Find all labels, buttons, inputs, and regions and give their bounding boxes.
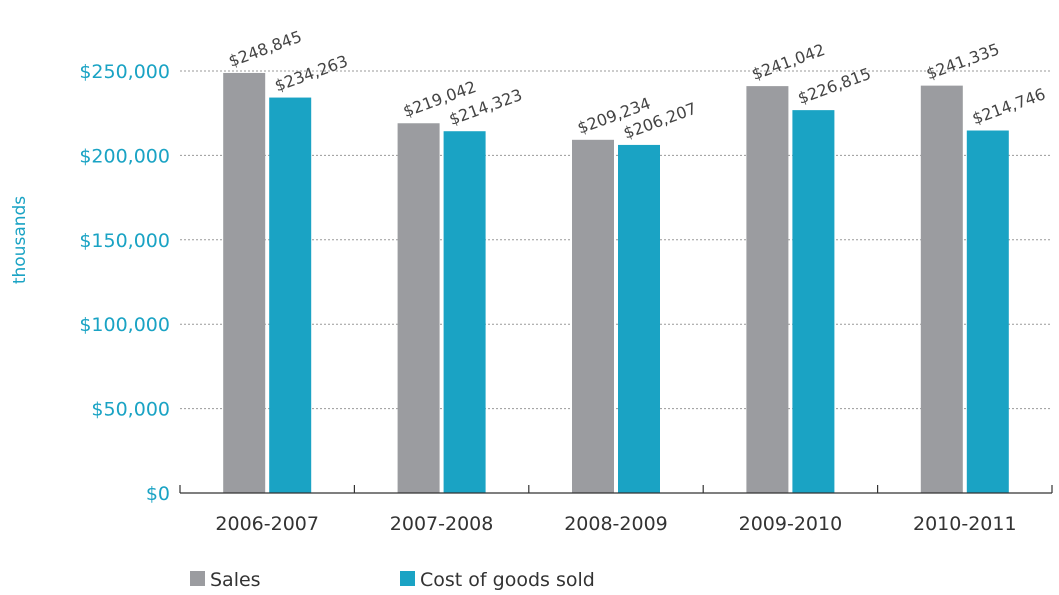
bar-cost-of-goods-sold xyxy=(443,131,486,493)
data-label: $226,815 xyxy=(795,64,873,108)
bar-cost-of-goods-sold xyxy=(618,144,660,493)
y-tick-label: $0 xyxy=(146,483,170,505)
x-axis-ticks: 2006-2007 2007-2008 2008-2009 2009-2010 2010… xyxy=(215,513,1016,535)
y-axis-ticks: $0 $50,000 $100,000 $150,000 $200,000 $250,00… xyxy=(79,61,170,505)
legend-swatch-cost-of-goods-sold xyxy=(400,571,415,586)
bars xyxy=(223,72,1009,494)
bar-cost-of-goods-sold xyxy=(269,97,312,493)
y-tick-label: $250,000 xyxy=(79,61,170,83)
bar-sales xyxy=(397,123,440,493)
x-tick-label: 2009-2010 xyxy=(739,513,843,535)
x-tick-label: 2007-2008 xyxy=(390,513,494,535)
x-tick-label: 2008-2009 xyxy=(564,513,668,535)
bar-sales xyxy=(746,86,789,494)
bar-sales xyxy=(920,85,963,493)
data-label: $241,335 xyxy=(924,39,1002,83)
bar-sales xyxy=(572,139,614,494)
legend: Sales Cost of goods sold xyxy=(190,569,595,591)
grid-lines xyxy=(180,70,1052,410)
y-tick-label: $150,000 xyxy=(79,230,170,252)
legend-label: Sales xyxy=(210,569,261,591)
data-label: $241,042 xyxy=(749,40,827,84)
data-label: $248,845 xyxy=(226,27,304,71)
bar-cost-of-goods-sold xyxy=(792,110,835,493)
y-axis-label: thousands xyxy=(10,196,30,284)
y-tick-label: $50,000 xyxy=(91,399,170,421)
bar-sales xyxy=(223,72,266,493)
legend-swatch-sales xyxy=(190,571,205,586)
data-label: $234,263 xyxy=(272,51,350,95)
x-axis xyxy=(179,485,1053,494)
legend-label: Cost of goods sold xyxy=(420,569,595,591)
data-label: $214,746 xyxy=(970,84,1048,128)
x-tick-label: 2006-2007 xyxy=(215,513,319,535)
y-tick-label: $200,000 xyxy=(79,145,170,167)
y-tick-label: $100,000 xyxy=(79,314,170,336)
x-tick-label: 2010-2011 xyxy=(913,513,1017,535)
bar-cost-of-goods-sold xyxy=(966,130,1009,493)
